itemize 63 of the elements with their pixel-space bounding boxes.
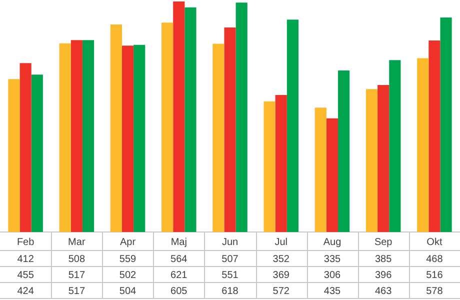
x-tick-label: Sep bbox=[374, 236, 393, 248]
bar bbox=[173, 1, 185, 232]
bar bbox=[8, 79, 20, 232]
bar bbox=[31, 74, 43, 232]
bar bbox=[59, 43, 71, 232]
data-label: 306 bbox=[324, 270, 341, 281]
data-label: 335 bbox=[324, 254, 341, 265]
data-label: 517 bbox=[68, 286, 86, 297]
data-label: 396 bbox=[374, 270, 392, 281]
data-label: 424 bbox=[17, 286, 34, 297]
data-label: 517 bbox=[68, 270, 86, 281]
data-label: 412 bbox=[17, 254, 34, 265]
bar bbox=[314, 108, 326, 232]
data-label: 516 bbox=[426, 270, 444, 281]
bar bbox=[162, 22, 174, 232]
data-label: 605 bbox=[170, 286, 188, 297]
bar bbox=[389, 60, 401, 232]
data-label: 564 bbox=[170, 254, 188, 265]
bar bbox=[212, 44, 224, 232]
x-tick-label: Aug bbox=[323, 236, 342, 248]
data-label: 559 bbox=[119, 254, 137, 265]
bar bbox=[440, 17, 452, 232]
data-label: 551 bbox=[222, 270, 239, 281]
bar bbox=[20, 63, 32, 232]
x-tick-label: Jul bbox=[274, 236, 288, 248]
bar bbox=[224, 27, 236, 232]
data-label: 468 bbox=[426, 254, 444, 265]
bar bbox=[70, 40, 82, 232]
data-label: 578 bbox=[426, 286, 444, 297]
data-label: 435 bbox=[324, 286, 341, 297]
x-tick-label: Okt bbox=[426, 236, 442, 248]
bar bbox=[326, 118, 338, 232]
bar bbox=[378, 85, 390, 232]
x-tick-label: Mar bbox=[68, 236, 86, 248]
data-label: 507 bbox=[222, 254, 239, 265]
data-label: 618 bbox=[222, 286, 239, 297]
data-label: 508 bbox=[68, 254, 86, 265]
data-label: 502 bbox=[119, 270, 137, 281]
x-tick-label: Feb bbox=[16, 236, 35, 248]
data-label: 572 bbox=[272, 286, 290, 297]
bar bbox=[184, 7, 196, 232]
data-label: 352 bbox=[272, 254, 290, 265]
x-tick-label: Maj bbox=[170, 236, 187, 248]
data-label: 455 bbox=[17, 270, 34, 281]
bar bbox=[82, 40, 94, 232]
bar bbox=[417, 58, 429, 232]
bar bbox=[366, 89, 378, 232]
data-label: 504 bbox=[119, 286, 137, 297]
x-tick-label: Apr bbox=[120, 236, 136, 248]
bar bbox=[110, 24, 122, 232]
bar bbox=[286, 20, 298, 232]
bar bbox=[236, 2, 248, 232]
bar bbox=[122, 46, 134, 232]
bar bbox=[264, 101, 276, 232]
bar bbox=[134, 44, 146, 232]
bar bbox=[275, 95, 287, 232]
data-label: 463 bbox=[374, 286, 392, 297]
data-label: 385 bbox=[374, 254, 392, 265]
bar bbox=[428, 40, 440, 232]
data-label: 621 bbox=[170, 270, 188, 281]
data-label: 369 bbox=[272, 270, 290, 281]
x-tick-label: Jun bbox=[222, 236, 238, 248]
bar bbox=[338, 70, 350, 232]
